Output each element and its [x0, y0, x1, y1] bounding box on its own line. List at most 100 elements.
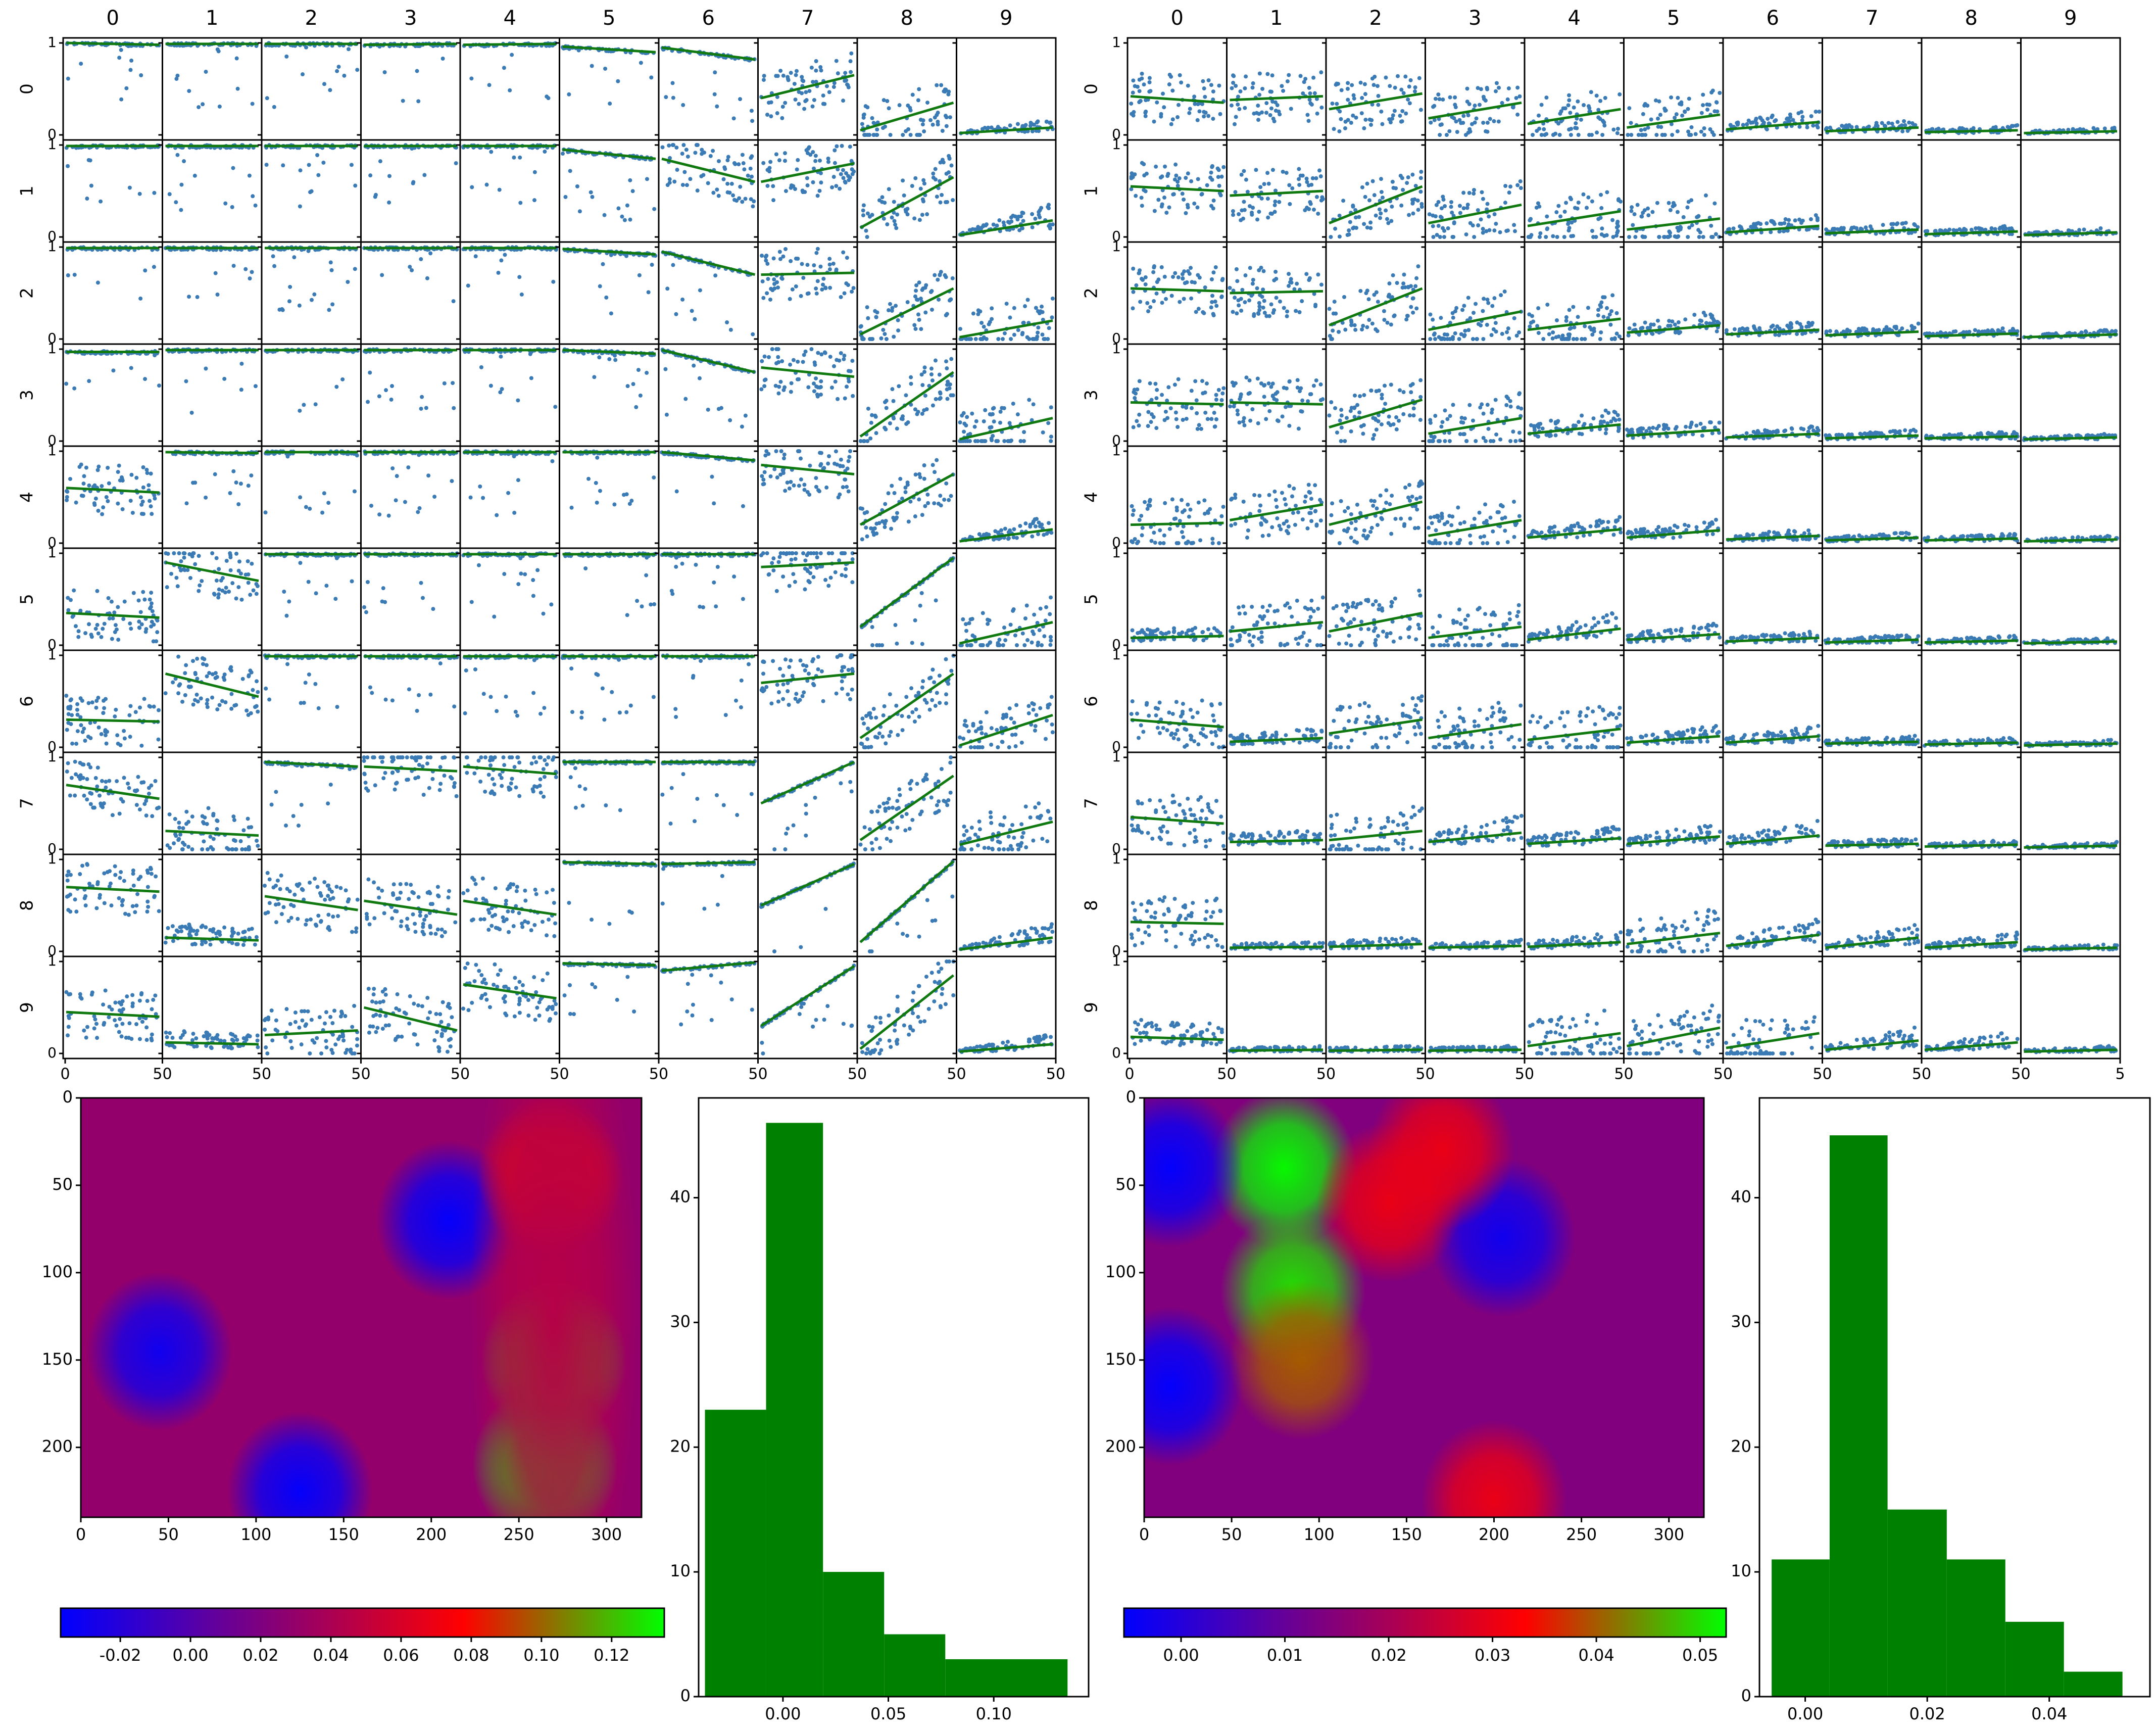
scatter-point: [760, 254, 764, 258]
scatter-point: [231, 469, 235, 473]
scatter-point: [880, 195, 885, 199]
column-label: 5: [603, 7, 615, 30]
scatter-point: [75, 708, 79, 712]
scatter-point: [834, 449, 838, 453]
scatter-point: [603, 213, 607, 217]
scatter-point: [1025, 604, 1029, 608]
scatter-point: [255, 679, 259, 683]
scatter-point: [1032, 402, 1036, 406]
scatter-point: [816, 247, 820, 251]
scatter-point: [832, 85, 836, 89]
scatter-point: [616, 79, 620, 83]
scatter-point: [175, 153, 179, 157]
scatter-cell: [262, 38, 361, 140]
scatter-point: [821, 282, 825, 286]
scatter-point: [1025, 335, 1030, 339]
scatter-point: [987, 322, 991, 326]
scatter-cell: [163, 446, 262, 548]
scatter-point: [142, 697, 146, 701]
scatter-point: [362, 605, 366, 609]
scatter-point: [116, 638, 120, 642]
scatter-point: [797, 102, 801, 106]
scatter-point: [1031, 337, 1035, 341]
scatter-point: [567, 92, 571, 97]
scatter-point: [793, 580, 797, 584]
scatter-point: [652, 207, 656, 211]
scatter-point: [96, 468, 100, 472]
scatter-point: [801, 188, 805, 193]
scatter-point: [915, 412, 919, 416]
scatter-point: [1003, 331, 1007, 335]
scatter-point: [799, 294, 803, 298]
scatter-point: [712, 501, 716, 505]
scatter-point: [914, 283, 918, 287]
scatter-point: [675, 168, 679, 172]
scatter-point: [640, 604, 644, 608]
scatter-point: [127, 713, 131, 717]
scatter-point: [850, 359, 854, 363]
scatter-point: [832, 148, 837, 152]
scatter-point: [765, 291, 769, 295]
scatter-point: [96, 280, 100, 284]
scatter-point: [919, 327, 923, 331]
scatter-point: [84, 466, 88, 470]
scatter-point: [929, 372, 934, 376]
scatter-point: [696, 143, 700, 147]
scatter-point: [75, 713, 79, 717]
scatter-point: [945, 124, 949, 128]
scatter-point: [894, 226, 898, 230]
scatter-point: [894, 304, 898, 308]
scatter-point: [815, 292, 819, 296]
scatter-point: [1002, 439, 1006, 443]
scatter-point: [66, 721, 70, 725]
scatter-point: [970, 617, 974, 621]
scatter-point: [470, 185, 474, 189]
scatter-point: [849, 59, 853, 63]
scatter-point: [652, 475, 656, 479]
scatter-point: [628, 502, 632, 506]
scatter-point: [979, 321, 984, 325]
scatter-cell: [63, 650, 163, 752]
scatter-point: [217, 49, 221, 53]
scatter-point: [947, 170, 951, 174]
scatter-point: [418, 506, 422, 510]
scatter-cell: [758, 446, 858, 548]
scatter-point: [1042, 634, 1046, 638]
scatter-point: [701, 605, 705, 609]
scatter-point: [1041, 430, 1045, 435]
scatter-point: [452, 299, 456, 303]
scatter-point: [906, 104, 910, 108]
scatter-point: [101, 627, 105, 631]
scatter-point: [141, 590, 145, 594]
scatter-point: [218, 105, 222, 109]
scatter-point: [241, 677, 245, 681]
scatter-point: [139, 610, 143, 614]
scatter-point: [767, 572, 771, 576]
scatter-point: [299, 701, 303, 705]
scatter-point: [771, 198, 775, 202]
scatter-point: [846, 466, 850, 470]
scatter-point: [814, 485, 818, 489]
scatter-point: [533, 170, 537, 174]
scatter-point: [1048, 121, 1052, 125]
scatter-point: [387, 514, 391, 518]
scatter-point: [761, 279, 765, 283]
scatter-point: [917, 318, 921, 322]
scatter-point: [837, 558, 841, 562]
scatter-point: [377, 512, 381, 516]
scatter-point: [725, 182, 729, 186]
scatter-point: [650, 263, 654, 267]
scatter-point: [129, 473, 133, 477]
scatter-point: [415, 709, 419, 713]
scatter-point: [326, 501, 330, 505]
scatter-point: [1032, 519, 1036, 523]
scatter-cell: [560, 446, 659, 548]
scatter-point: [836, 71, 840, 75]
scatter-point: [841, 250, 845, 254]
scatter-point: [598, 284, 602, 288]
scatter-point: [322, 491, 326, 495]
scatter-point: [893, 219, 897, 223]
scatter-point: [316, 173, 320, 177]
scatter-point: [776, 392, 780, 396]
scatter-cell: [63, 242, 163, 344]
